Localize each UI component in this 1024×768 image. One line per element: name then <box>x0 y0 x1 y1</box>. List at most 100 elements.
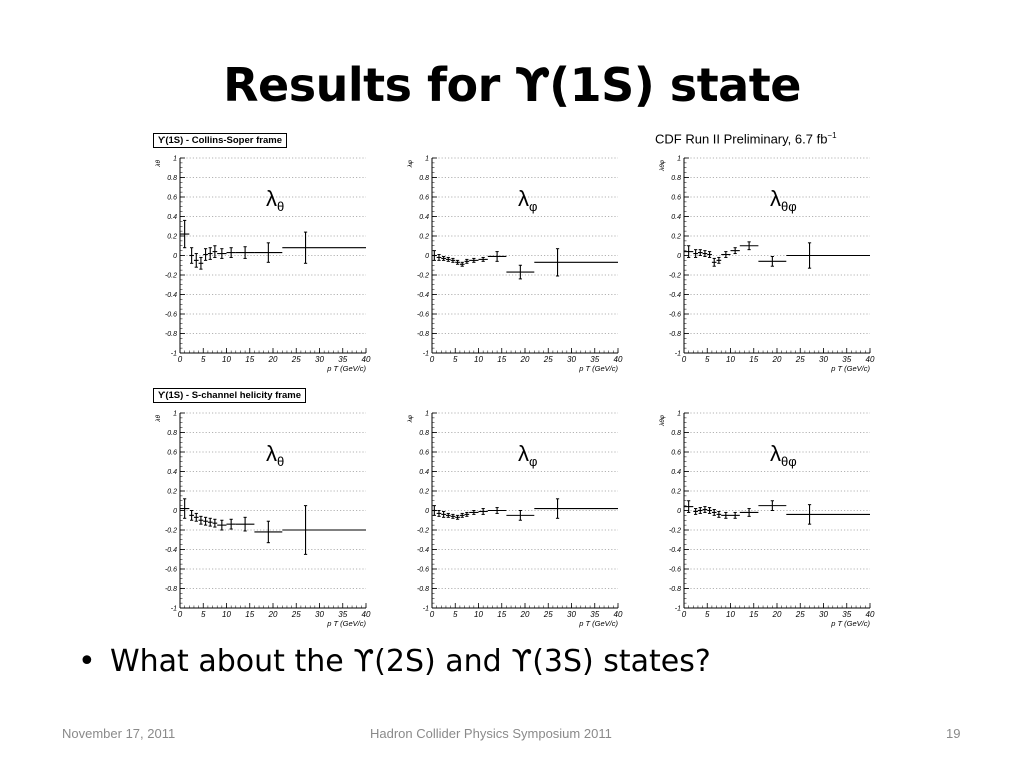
x-tick-label: 35 <box>842 355 851 364</box>
x-tick-label: 15 <box>497 355 506 364</box>
data-point <box>235 246 255 259</box>
data-point <box>459 261 465 267</box>
plot-hx-lambda-theta: -1-0.8-0.6-0.4-0.200.20.40.60.810 5 10 15 20… <box>155 411 371 629</box>
y-tick-label: 0.8 <box>167 175 177 182</box>
y-tick-label: -0.6 <box>669 312 681 319</box>
plot-hx-lambda-theta-phi: -1-0.8-0.6-0.4-0.200.20.40.60.810 5 10 15 20… <box>659 411 875 629</box>
y-tick-label: -0.2 <box>669 528 681 535</box>
parameter-legend-symbol: λ <box>518 186 529 211</box>
plot-cs-lambda-phi: -1-0.8-0.6-0.4-0.200.20.40.60.810 5 10 15 20… <box>407 156 623 374</box>
y-tick-label: 0 <box>677 253 681 260</box>
x-tick-label: 20 <box>772 355 782 364</box>
x-tick-label: 0 <box>682 355 687 364</box>
x-tick-label: 10 <box>726 610 735 619</box>
y-tick-label: -0.4 <box>669 292 681 299</box>
data-point <box>450 513 456 519</box>
data-point <box>207 247 213 260</box>
y-axis-label: λφ <box>407 159 414 168</box>
y-tick-label: 0.2 <box>671 489 681 496</box>
x-tick-label: 20 <box>520 610 530 619</box>
x-tick-label: 15 <box>749 355 758 364</box>
y-tick-label: 0.2 <box>671 234 681 241</box>
x-axis-label: p T (GeV/c) <box>578 619 618 628</box>
data-point <box>189 510 194 521</box>
data-point <box>455 259 460 265</box>
y-tick-label: 0.6 <box>671 450 681 457</box>
parameter-legend-symbol: λ <box>770 186 781 211</box>
y-tick-label: 1 <box>173 156 177 163</box>
x-tick-label: 25 <box>291 355 301 364</box>
data-point <box>455 514 460 520</box>
y-tick-label: 0 <box>173 253 177 260</box>
x-tick-label: 35 <box>842 610 851 619</box>
y-tick-label: -0.2 <box>165 273 177 280</box>
parameter-legend-symbol: λ <box>266 441 277 466</box>
data-point <box>226 247 236 258</box>
x-tick-label: 0 <box>178 355 183 364</box>
y-tick-label: -1 <box>171 606 177 613</box>
x-tick-label: 40 <box>362 355 371 364</box>
y-tick-label: 0.6 <box>419 195 429 202</box>
y-tick-label: -0.2 <box>669 273 681 280</box>
y-tick-label: 0.2 <box>419 489 429 496</box>
parameter-legend-subscript: φ <box>529 454 537 469</box>
y-tick-label: -0.8 <box>165 586 177 593</box>
y-tick-label: -1 <box>423 351 429 358</box>
x-axis-label: p T (GeV/c) <box>830 619 870 628</box>
y-tick-label: 1 <box>677 411 681 418</box>
data-point <box>693 249 698 258</box>
bullet-text: What about the ϒ(2S) and ϒ(3S) states? <box>110 644 711 679</box>
y-tick-label: 0 <box>173 508 177 515</box>
data-point <box>693 508 698 515</box>
data-point <box>198 515 204 525</box>
data-point <box>203 516 208 526</box>
data-point <box>198 256 204 270</box>
x-tick-label: 25 <box>795 610 805 619</box>
x-tick-label: 5 <box>201 610 206 619</box>
x-tick-label: 10 <box>222 355 231 364</box>
data-point <box>697 507 703 514</box>
x-tick-label: 30 <box>315 610 324 619</box>
x-tick-label: 40 <box>614 355 623 364</box>
experiment-label: CDF Run II Preliminary, 6.7 fb−1 <box>655 131 837 146</box>
data-point <box>445 256 451 262</box>
data-point <box>707 507 712 514</box>
data-point <box>464 511 470 517</box>
y-tick-label: 0.6 <box>167 450 177 457</box>
y-axis-label: λθφ <box>659 414 666 427</box>
data-point <box>441 510 446 518</box>
data-point <box>235 516 255 532</box>
parameter-legend: λθφ <box>770 186 797 214</box>
y-tick-label: -0.2 <box>417 273 429 280</box>
x-axis-label: p T (GeV/c) <box>578 364 618 373</box>
data-point <box>739 241 759 251</box>
x-tick-label: 40 <box>614 610 623 619</box>
data-point <box>459 512 465 518</box>
y-axis-label: λθφ <box>659 159 666 172</box>
data-point <box>469 257 479 263</box>
data-point <box>282 231 366 264</box>
experiment-label-sup: −1 <box>827 131 837 140</box>
data-point <box>436 254 442 261</box>
experiment-label-text: CDF Run II Preliminary, 6.7 fb <box>655 131 828 147</box>
y-axis-label: λθ <box>155 415 162 423</box>
y-tick-label: -0.8 <box>669 586 681 593</box>
y-axis-label: λθ <box>155 160 162 168</box>
data-point <box>203 248 208 261</box>
y-tick-label: -0.4 <box>165 292 177 299</box>
parameter-legend: λφ <box>518 186 537 214</box>
x-tick-label: 0 <box>430 610 435 619</box>
y-tick-label: -0.4 <box>165 547 177 554</box>
x-tick-label: 30 <box>567 610 576 619</box>
bullet-point: • What about the ϒ(2S) and ϒ(3S) states? <box>78 644 711 679</box>
x-tick-label: 25 <box>795 355 805 364</box>
y-tick-label: 0.8 <box>167 430 177 437</box>
data-point <box>212 245 218 258</box>
x-tick-label: 20 <box>772 610 782 619</box>
x-tick-label: 40 <box>866 610 875 619</box>
data-point <box>432 505 437 516</box>
parameter-legend: λθ <box>266 186 284 214</box>
x-tick-label: 35 <box>590 610 599 619</box>
y-tick-label: 0.6 <box>167 195 177 202</box>
y-tick-label: 1 <box>425 156 429 163</box>
